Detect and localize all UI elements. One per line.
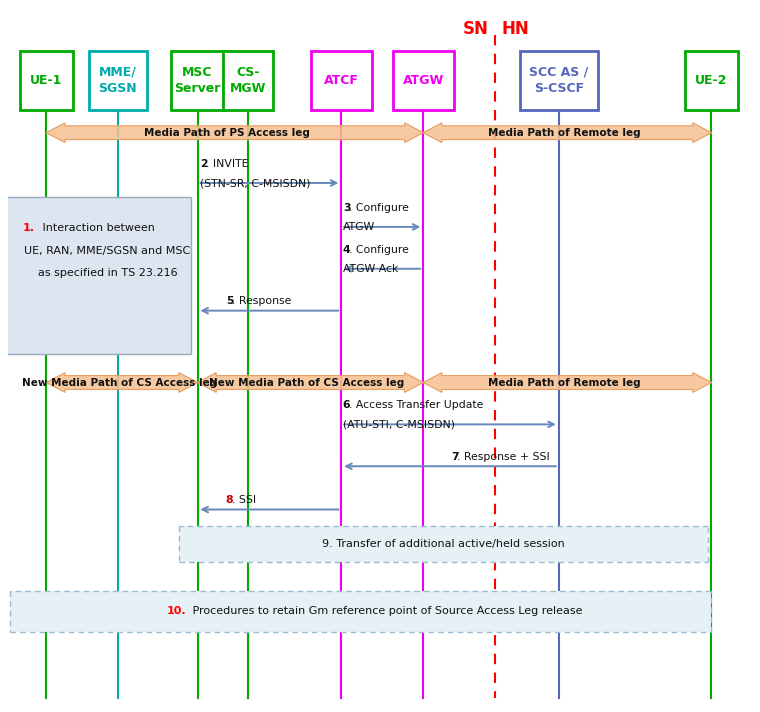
Text: UE-1: UE-1 [30,74,62,87]
Text: 10.: 10. [167,607,187,617]
Text: ATGW: ATGW [343,222,375,233]
Text: Interaction between: Interaction between [39,224,155,234]
Text: New Media Path of CS Access leg: New Media Path of CS Access leg [22,377,217,387]
Text: 9. Transfer of additional active/held session: 9. Transfer of additional active/held se… [322,539,565,549]
Text: 8: 8 [226,496,233,506]
Text: . Access Transfer Update: . Access Transfer Update [349,400,483,410]
FancyBboxPatch shape [89,51,147,110]
Polygon shape [423,123,711,142]
Text: 4: 4 [343,245,350,255]
Polygon shape [423,373,711,392]
Text: . Configure: . Configure [349,245,409,255]
Polygon shape [46,123,423,142]
Text: 3: 3 [343,203,350,213]
Text: . INVITE: . INVITE [206,159,249,169]
Text: UE, RAN, MME/SGSN and MSC: UE, RAN, MME/SGSN and MSC [24,246,191,256]
FancyBboxPatch shape [20,51,73,110]
Text: . SSI: . SSI [232,496,256,506]
FancyBboxPatch shape [685,51,738,110]
Text: ATGW: ATGW [403,74,444,87]
Text: Media Path of PS Access leg: Media Path of PS Access leg [144,127,310,137]
Text: 7: 7 [451,452,458,462]
Text: ATGW Ack: ATGW Ack [343,264,398,274]
Text: MSC
Server: MSC Server [174,66,220,95]
Polygon shape [198,373,423,392]
Text: . Configure: . Configure [349,203,409,213]
FancyBboxPatch shape [393,51,454,110]
Text: 1.: 1. [23,224,34,234]
Text: Media Path of Remote leg: Media Path of Remote leg [489,377,641,387]
Text: Procedures to retain Gm reference point of Source Access Leg release: Procedures to retain Gm reference point … [189,607,583,617]
Text: . Response: . Response [232,296,291,306]
Text: Media Path of Remote leg: Media Path of Remote leg [489,127,641,137]
FancyBboxPatch shape [311,51,372,110]
Text: 6: 6 [343,400,350,410]
FancyBboxPatch shape [171,51,224,110]
Bar [179,525,708,562]
Text: (STN-SR, C-MSISDN): (STN-SR, C-MSISDN) [200,179,310,189]
Text: 2: 2 [200,159,207,169]
Text: (ATU-STI, C-MSISDN): (ATU-STI, C-MSISDN) [343,420,454,430]
Text: SCC AS /
S-CSCF: SCC AS / S-CSCF [529,66,588,95]
Text: SN: SN [462,21,488,38]
Text: CS-
MGW: CS- MGW [230,66,266,95]
Text: New Media Path of CS Access leg: New Media Path of CS Access leg [210,377,404,387]
Text: MME/
SGSN: MME/ SGSN [99,66,137,95]
Bar [10,591,711,632]
FancyBboxPatch shape [520,51,598,110]
Text: HN: HN [502,21,530,38]
Text: as specified in TS 23.216: as specified in TS 23.216 [37,268,177,278]
Polygon shape [46,373,198,392]
FancyBboxPatch shape [223,51,274,110]
Text: ATCF: ATCF [324,74,359,87]
Text: . Response + SSI: . Response + SSI [457,452,549,462]
Text: UE-2: UE-2 [695,74,727,87]
Text: 5: 5 [226,296,233,306]
FancyBboxPatch shape [6,197,191,354]
